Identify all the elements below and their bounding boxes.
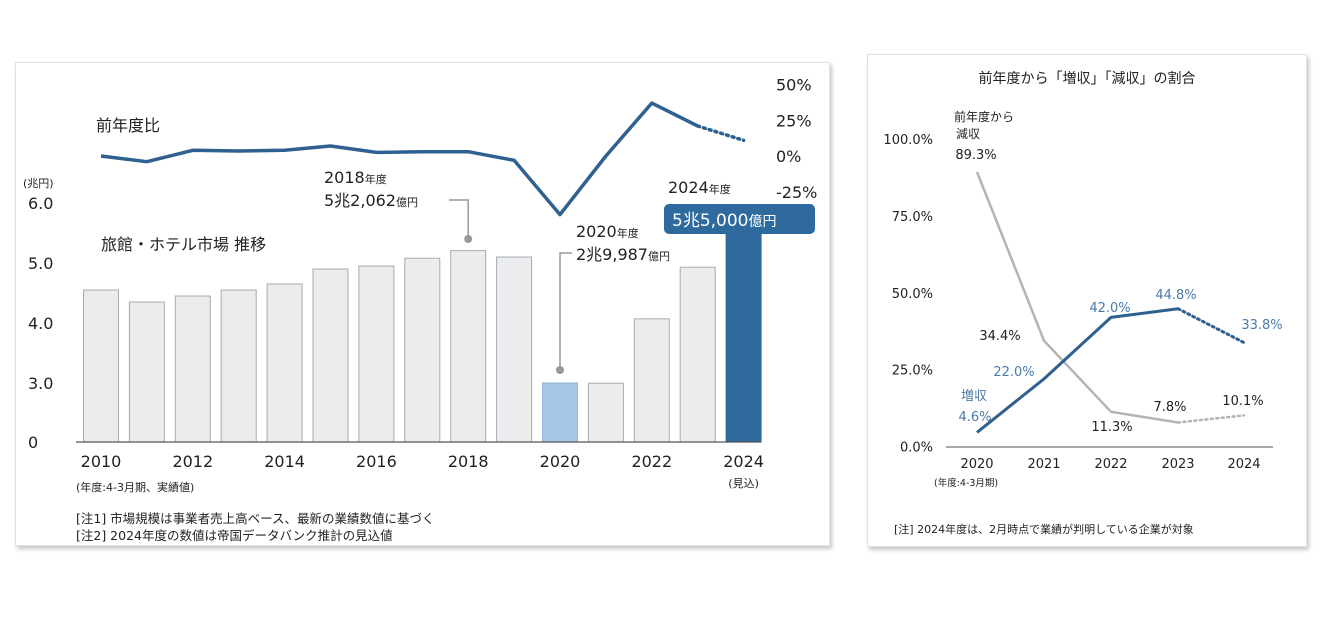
callout-2024-box (664, 204, 815, 234)
callout-2024-value: 5兆5,000億円 (672, 211, 776, 231)
increase-series-name: 増収 (961, 389, 987, 404)
growth-label: 前年度比 (96, 116, 160, 135)
growth-y-tick-label: -25% (776, 183, 817, 202)
right-y-tick-label: 100.0% (883, 133, 933, 148)
bar-2021 (587, 382, 624, 443)
x-tick-label: 2024 (723, 452, 764, 471)
increase-data-label: 42.0% (1089, 301, 1130, 316)
bar-2011 (128, 301, 165, 443)
x-tick-label: 2012 (172, 452, 213, 471)
bar-2017 (404, 257, 441, 443)
x-tick-label: 2022 (631, 452, 672, 471)
decrease-line-solid (975, 171, 1179, 424)
callout-2018-dot (464, 235, 473, 243)
y-tick-label: 3.0 (28, 374, 53, 393)
callout-2020-leader (559, 252, 572, 369)
callout-2018-year: 2018年度 (324, 168, 387, 187)
x-tick-label: 2010 (81, 452, 122, 471)
right-y-tick-label: 50.0% (892, 287, 933, 302)
bar-2015 (312, 268, 349, 443)
fiscal-note: (年度:4-3月期、実績値) (76, 480, 194, 494)
right-chart-title: 前年度から「増収」「減収」の割合 (979, 70, 1196, 87)
x-tick-label: 2018 (448, 452, 489, 471)
bar-2010 (83, 289, 119, 443)
increase-line-solid (976, 307, 1179, 434)
increase-data-label: 22.0% (993, 365, 1034, 380)
growth-line-solid (100, 101, 699, 217)
decrease-data-label: 7.8% (1153, 400, 1186, 415)
y-tick-label: 0 (28, 433, 38, 452)
right-x-tick-label: 2023 (1161, 457, 1194, 472)
right-y-tick-label: 75.0% (892, 210, 933, 225)
decrease-data-label: 10.1% (1222, 394, 1263, 409)
bar-2016 (358, 265, 395, 443)
decrease-line-dotted (1176, 414, 1246, 424)
callout-2018-leader (449, 199, 469, 238)
right-y-tick-label: 25.0% (892, 364, 933, 379)
bar-2013 (220, 289, 257, 443)
y-tick-label: 5.0 (28, 254, 53, 273)
callout-2020-year: 2020年度 (576, 222, 639, 241)
bar-2022 (633, 318, 670, 443)
decrease-data-label: 89.3% (955, 148, 996, 163)
right-fiscal-note: (年度:4-3月期) (934, 477, 998, 489)
growth-y-tick-label: 25% (776, 111, 812, 130)
decrease-series-name-line1: 前年度から (954, 109, 1014, 124)
callout-2020-value: 2兆9,987億円 (576, 245, 670, 264)
bar-2024 (725, 232, 762, 443)
callout-2018-value: 5兆2,062億円 (324, 191, 418, 210)
growth-line-dotted (695, 124, 746, 143)
right-x-tick-label: 2024 (1227, 457, 1260, 472)
callout-2024-year: 2024年度 (668, 178, 731, 197)
decrease-series-name-line2: 減収 (956, 126, 980, 141)
estimate-label: (見込) (728, 477, 759, 490)
right-y-tick-label: 0.0% (900, 441, 933, 456)
growth-y-tick-label: 50% (776, 76, 812, 95)
decrease-data-label: 11.3% (1091, 420, 1132, 435)
decrease-data-label: 34.4% (979, 329, 1020, 344)
y-tick-label: 4.0 (28, 314, 53, 333)
bar-2023 (679, 266, 716, 443)
x-tick-label: 2016 (356, 452, 397, 471)
growth-y-tick-label: 0% (776, 147, 801, 166)
right-x-tick-label: 2021 (1027, 457, 1060, 472)
market-chart-panel: 0 3.0 4.0 5.0 6.0 (兆円) 2010 2012 2014 2016 2018 202… (15, 62, 830, 546)
bar-2012 (174, 295, 211, 443)
callout-2020-dot (556, 366, 564, 374)
increase-data-label: 44.8% (1155, 288, 1196, 303)
right-note: [注] 2024年度は、2月時点で業績が判明している企業が対象 (894, 523, 1194, 536)
increase-line-dotted (1176, 307, 1246, 345)
note-2: [注2] 2024年度の数値は帝国データバンク推計の見込値 (76, 528, 393, 543)
y-tick-label: 6.0 (28, 194, 53, 213)
note-1: [注1] 市場規模は事業者売上高ベース、最新の業績数値に基づく (76, 511, 435, 526)
right-x-tick-label: 2020 (960, 457, 993, 472)
market-size-chart: 0 3.0 4.0 5.0 6.0 (兆円) 2010 2012 2014 2016 2018 202… (23, 76, 817, 495)
bar-2014 (266, 283, 303, 443)
increase-data-label: 33.8% (1241, 318, 1282, 333)
chart-title: 旅館・ホテル市場 推移 (101, 235, 266, 254)
x-tick-label: 2020 (540, 452, 581, 471)
right-x-tick-label: 2022 (1094, 457, 1127, 472)
bar-2020 (542, 382, 578, 443)
increase-data-label: 4.6% (958, 410, 991, 425)
ratio-chart-panel: 前年度から「増収」「減収」の割合 0.0% 25.0% 50.0% 75.0% 100.0… (867, 54, 1307, 547)
increase-decrease-ratio-chart: 前年度から「増収」「減収」の割合 0.0% 25.0% 50.0% 75.0% 100.0… (883, 70, 1282, 489)
bar-2019 (496, 256, 533, 443)
x-tick-label: 2014 (264, 452, 305, 471)
bar-2018 (450, 250, 487, 443)
unit-label: (兆円) (23, 177, 54, 190)
